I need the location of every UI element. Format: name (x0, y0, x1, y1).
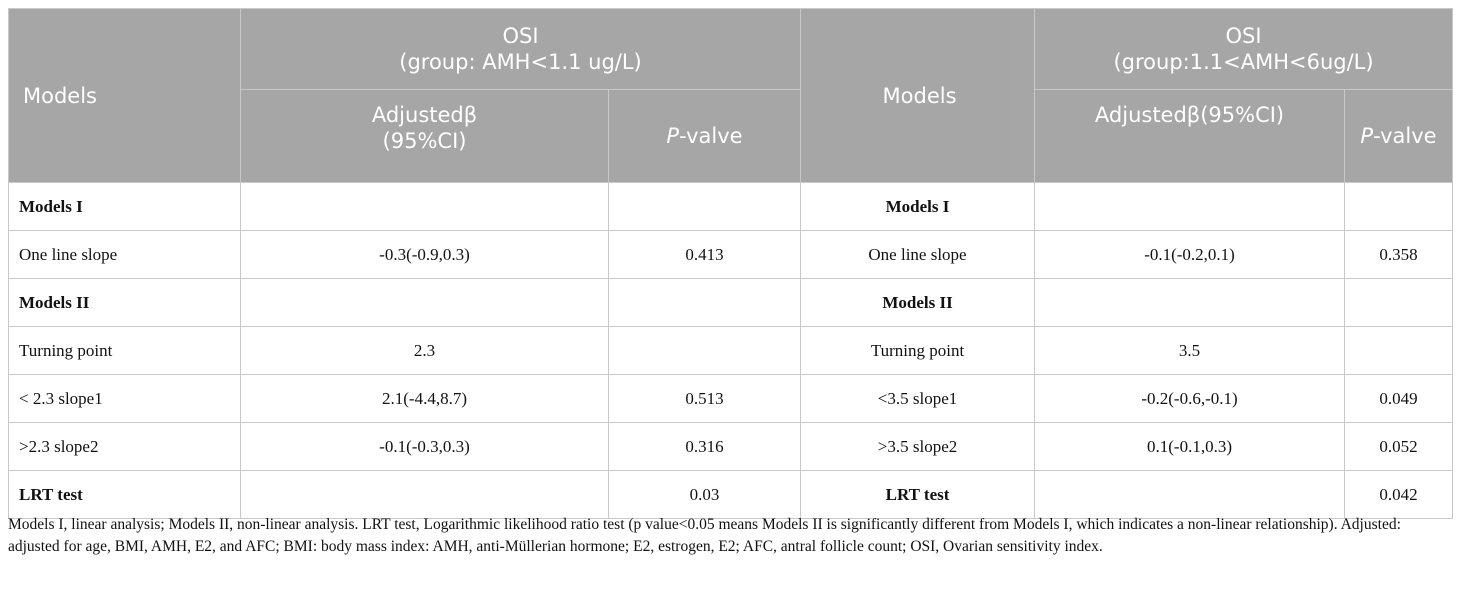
left-row-label: < 2.3 slope1 (8, 374, 241, 423)
right-beta-cell (1034, 470, 1346, 519)
left-p-cell: 0.03 (607, 470, 802, 519)
table-row: Turning point 2.3 Turning point 3.5 (8, 326, 1454, 375)
right-osi-title: OSI (1225, 24, 1262, 48)
left-row-label: Models II (8, 278, 241, 327)
right-row-label: Models I (800, 182, 1036, 231)
right-beta-cell: 3.5 (1034, 326, 1346, 375)
left-osi-title: OSI (502, 24, 539, 48)
right-beta-label: Adjustedβ(95%CI) (1094, 103, 1285, 127)
right-p-rest: -valve (1373, 124, 1437, 148)
right-beta-cell: -0.2(-0.6,-0.1) (1034, 374, 1346, 423)
right-p-cell: 0.049 (1344, 374, 1454, 423)
left-osi-group: (group: AMH<1.1 ug/L) (399, 50, 642, 74)
right-row-label: One line slope (800, 230, 1036, 279)
left-row-label: One line slope (8, 230, 241, 279)
right-p-cell: 0.052 (1344, 422, 1454, 471)
left-p-cell (607, 326, 802, 375)
left-osi-header: OSI (group: AMH<1.1 ug/L) (239, 8, 802, 90)
right-row-label: >3.5 slope2 (800, 422, 1036, 471)
left-row-label: Models I (8, 182, 241, 231)
right-osi-group: (group:1.1<AMH<6ug/L) (1113, 50, 1374, 74)
table-footnote: Models I, linear analysis; Models II, no… (8, 516, 1401, 555)
left-beta-cell: -0.1(-0.3,0.3) (240, 422, 609, 471)
right-beta-cell: -0.1(-0.2,0.1) (1034, 230, 1346, 279)
table-row: LRT test 0.03 LRT test 0.042 (8, 470, 1454, 519)
left-beta-cell: 2.3 (240, 326, 609, 375)
left-p-cell (607, 278, 802, 327)
left-beta-cell: -0.3(-0.9,0.3) (240, 230, 609, 279)
left-p-rest: -valve (679, 124, 743, 148)
left-p-cell: 0.513 (607, 374, 802, 423)
left-p-cell: 0.413 (607, 230, 802, 279)
left-beta-cell: 2.1(-4.4,8.7) (240, 374, 609, 423)
right-beta-cell (1034, 278, 1346, 327)
left-beta-cell (240, 182, 609, 231)
right-osi-header: OSI (group:1.1<AMH<6ug/L) (1034, 8, 1454, 90)
left-beta-ci: (95%CI) (382, 129, 467, 153)
right-beta-cell (1034, 182, 1346, 231)
left-beta-cell (240, 278, 609, 327)
left-row-label: Turning point (8, 326, 241, 375)
right-pvalue-header: P-valve (1344, 89, 1454, 183)
table-row: >2.3 slope2 -0.1(-0.3,0.3) 0.316 >3.5 sl… (8, 422, 1454, 471)
header-row-2: Adjustedβ (95%CI) P-valve Adjustedβ(95%C… (9, 89, 1454, 183)
results-table-container: Models OSI (group: AMH<1.1 ug/L) Models … (8, 8, 1454, 519)
left-row-label: >2.3 slope2 (8, 422, 241, 471)
right-row-label: Turning point (800, 326, 1036, 375)
table-row: < 2.3 slope1 2.1(-4.4,8.7) 0.513 <3.5 sl… (8, 374, 1454, 423)
right-p-cell: 0.358 (1344, 230, 1454, 279)
left-pvalue-header: P-valve (607, 89, 802, 183)
right-row-label: LRT test (800, 470, 1036, 519)
right-row-label: Models II (800, 278, 1036, 327)
right-models-header: Models (800, 8, 1036, 183)
left-row-label: LRT test (8, 470, 241, 519)
left-models-header: Models (8, 8, 241, 183)
table-row: One line slope -0.3(-0.9,0.3) 0.413 One … (8, 230, 1454, 279)
right-p-cell (1344, 326, 1454, 375)
header-row-1: Models OSI (group: AMH<1.1 ug/L) Models … (8, 8, 1454, 183)
right-beta-cell: 0.1(-0.1,0.3) (1034, 422, 1346, 471)
right-p-cell: 0.042 (1344, 470, 1454, 519)
right-p-italic: P (1360, 124, 1374, 148)
table-row: Models I Models I (8, 182, 1454, 231)
left-beta-cell (240, 470, 609, 519)
left-beta-label: Adjustedβ (371, 103, 478, 127)
right-row-label: <3.5 slope1 (800, 374, 1036, 423)
table-row: Models II Models II (8, 278, 1454, 327)
left-p-cell: 0.316 (607, 422, 802, 471)
right-p-cell (1344, 278, 1454, 327)
results-table: Models OSI (group: AMH<1.1 ug/L) Models … (8, 8, 1454, 519)
right-beta-header: Adjustedβ(95%CI) (1034, 89, 1346, 183)
left-p-italic: P (666, 124, 680, 148)
left-p-cell (607, 182, 802, 231)
left-beta-header: Adjustedβ (95%CI) (240, 89, 609, 183)
right-p-cell (1344, 182, 1454, 231)
